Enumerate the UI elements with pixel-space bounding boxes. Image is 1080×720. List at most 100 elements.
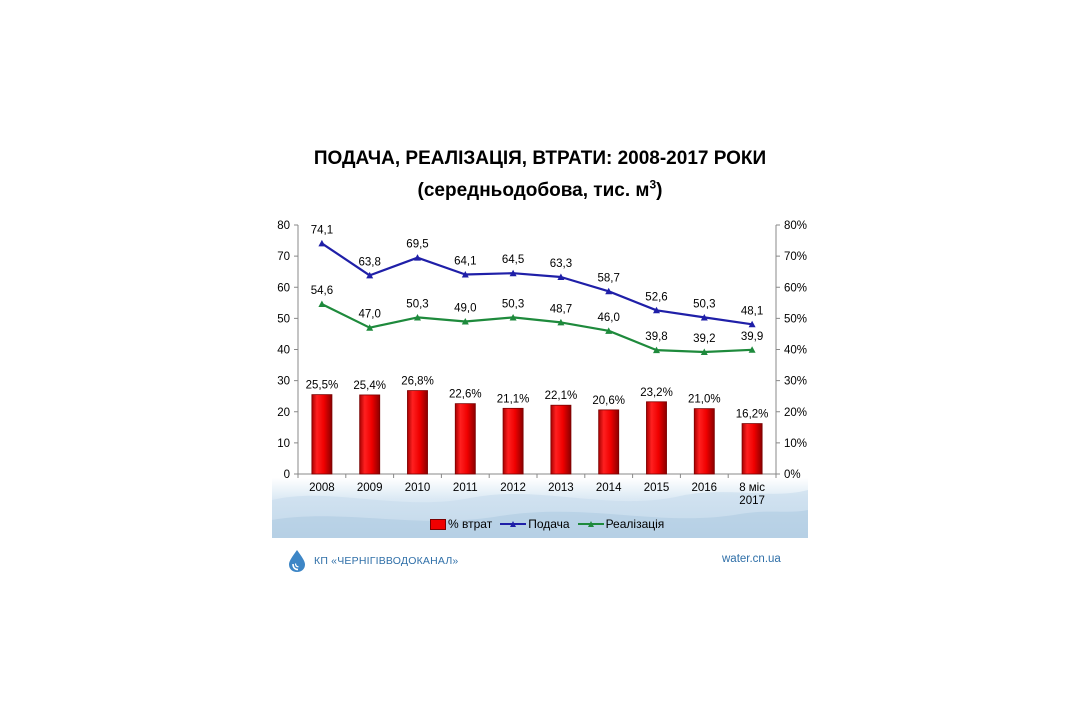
data-label-sales: 48,7 — [550, 303, 572, 315]
x-tick-label: 2009 — [357, 482, 383, 494]
x-tick-label: 2012 — [500, 482, 526, 494]
marker-supply — [414, 254, 421, 261]
chart-legend: % втрат Подача Реалізація — [430, 515, 664, 533]
y-right-tick-label: 40% — [784, 345, 807, 357]
y-left-tick-label: 40 — [277, 345, 290, 357]
data-label-supply: 52,6 — [645, 291, 667, 303]
y-right-tick-label: 30% — [784, 376, 807, 388]
marker-sales — [509, 313, 517, 321]
x-tick-label: 2017 — [739, 495, 765, 507]
y-right-tick-label: 0% — [784, 469, 801, 481]
x-tick-label: 2011 — [453, 482, 478, 494]
data-label-supply: 63,8 — [359, 256, 381, 268]
x-tick-label: 2013 — [548, 482, 574, 494]
legend-label-losses: % втрат — [448, 517, 493, 531]
chart-title-line2: (середньодобова, тис. м3) — [417, 178, 663, 202]
data-label-sales: 54,6 — [311, 285, 333, 297]
marker-supply — [366, 271, 374, 279]
bar-losses — [646, 401, 667, 475]
data-label-sales: 49,0 — [454, 302, 476, 314]
x-tick-label: 2016 — [692, 482, 718, 494]
marker-sales — [748, 346, 756, 353]
marker-supply — [318, 239, 326, 247]
marker-supply — [461, 270, 469, 278]
data-label-supply: 63,3 — [550, 258, 572, 270]
bar-losses — [454, 403, 476, 475]
y-right-tick-label: 20% — [784, 407, 807, 419]
legend-label-supply: Подача — [528, 517, 570, 531]
bar-label-losses: 21,1% — [497, 393, 530, 405]
data-label-supply: 74,1 — [311, 224, 333, 236]
water-wave — [272, 510, 808, 538]
bar-losses — [598, 409, 620, 475]
chart-title: ПОДАЧА, РЕАЛІЗАЦІЯ, ВТРАТИ: 2008-2017 РО… — [240, 146, 840, 204]
bar-losses — [407, 390, 428, 475]
x-tick-label: 2014 — [596, 482, 622, 494]
y-right-tick-label: 80% — [784, 220, 807, 232]
marker-supply — [700, 313, 708, 321]
marker-supply — [653, 306, 660, 314]
company-name: КП «ЧЕРНІГІВВОДОКАНАЛ» — [314, 555, 459, 567]
legend-item-losses: % втрат — [430, 517, 492, 531]
legend-label-sales: Реалізація — [605, 517, 665, 531]
marker-sales — [366, 324, 374, 331]
data-label-sales: 39,2 — [693, 333, 715, 345]
website-link[interactable]: water.cn.ua — [722, 553, 781, 565]
y-left-tick-label: 60 — [277, 282, 290, 294]
x-tick-label: 2008 — [309, 482, 335, 494]
bar-label-losses: 22,6% — [449, 389, 482, 401]
chart-title-line1: ПОДАЧА, РЕАЛІЗАЦІЯ, ВТРАТИ: 2008-2017 РО… — [313, 148, 767, 169]
bar-losses — [550, 404, 572, 475]
bar-label-losses: 25,4% — [353, 380, 386, 392]
marker-supply — [557, 273, 565, 280]
marker-sales — [557, 318, 565, 326]
bar-losses — [502, 407, 524, 475]
data-label-sales: 50,3 — [406, 298, 428, 310]
data-label-supply: 58,7 — [598, 272, 620, 284]
data-label-supply: 64,1 — [454, 255, 476, 267]
bar-label-losses: 21,0% — [688, 394, 721, 406]
legend-item-sales: Реалізація — [577, 517, 665, 531]
y-left-tick-label: 20 — [277, 407, 290, 419]
bar-losses — [311, 394, 333, 475]
water-drop-icon — [289, 550, 305, 572]
bar-losses — [693, 408, 715, 475]
data-label-sales: 46,0 — [598, 312, 620, 324]
marker-sales — [414, 313, 421, 321]
y-right-tick-label: 70% — [784, 251, 807, 263]
data-label-supply: 50,3 — [693, 298, 715, 310]
y-left-tick-label: 10 — [277, 438, 290, 450]
legend-item-supply: Подача — [500, 517, 570, 531]
legend-swatch-losses — [430, 518, 446, 530]
y-left-tick-label: 50 — [277, 313, 290, 325]
data-label-sales: 50,3 — [502, 298, 524, 310]
marker-sales — [461, 317, 469, 325]
marker-supply — [605, 287, 613, 295]
marker-sales — [700, 348, 708, 355]
y-left-tick-label: 30 — [277, 376, 290, 388]
y-left-tick-label: 70 — [277, 251, 290, 263]
bar-losses — [741, 423, 763, 475]
bar-losses — [359, 394, 381, 475]
y-right-tick-label: 10% — [784, 438, 807, 450]
marker-sales — [605, 327, 613, 334]
bar-label-losses: 25,5% — [306, 380, 339, 392]
data-label-sales: 47,0 — [359, 309, 381, 321]
x-tick-label: 2010 — [405, 482, 431, 494]
bar-label-losses: 26,8% — [401, 376, 434, 388]
data-label-sales: 39,9 — [741, 331, 763, 343]
y-left-tick-label: 0 — [284, 469, 290, 481]
bar-label-losses: 16,2% — [736, 409, 769, 421]
data-label-supply: 48,1 — [741, 305, 763, 317]
line-sales — [321, 303, 753, 354]
marker-sales — [318, 300, 326, 308]
x-tick-label: 8 міс — [739, 482, 765, 494]
bar-label-losses: 22,1% — [545, 390, 578, 402]
legend-swatch-sales — [577, 521, 604, 527]
bar-label-losses: 20,6% — [592, 395, 625, 407]
company-logo: КП «ЧЕРНІГІВВОДОКАНАЛ» — [286, 549, 458, 573]
marker-supply — [748, 320, 756, 328]
data-label-sales: 39,8 — [645, 331, 667, 343]
legend-swatch-supply — [500, 521, 527, 527]
